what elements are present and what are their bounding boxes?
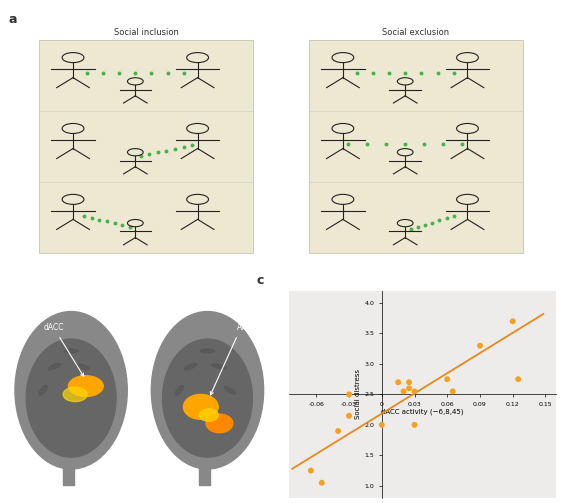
Polygon shape	[63, 457, 74, 485]
Point	[448, 387, 457, 395]
Ellipse shape	[200, 409, 218, 422]
Ellipse shape	[206, 414, 233, 433]
Ellipse shape	[69, 376, 103, 396]
Point	[399, 387, 408, 395]
Bar	[309, 40, 523, 253]
Ellipse shape	[175, 385, 184, 395]
Ellipse shape	[63, 387, 87, 402]
Ellipse shape	[48, 364, 61, 370]
Polygon shape	[199, 457, 210, 485]
Ellipse shape	[151, 311, 264, 469]
Bar	[39, 40, 253, 253]
Y-axis label: Social distress: Social distress	[356, 369, 361, 420]
Ellipse shape	[184, 364, 197, 370]
Point	[405, 378, 414, 386]
Ellipse shape	[88, 386, 99, 394]
Ellipse shape	[39, 385, 47, 395]
Ellipse shape	[76, 364, 89, 369]
Ellipse shape	[64, 349, 78, 353]
Text: c: c	[257, 274, 264, 287]
Point	[443, 375, 452, 383]
X-axis label: dACC activity (−6,8,45): dACC activity (−6,8,45)	[382, 408, 464, 415]
Point	[345, 411, 353, 420]
Text: a: a	[8, 13, 17, 26]
Point	[334, 427, 343, 435]
Text: dACC: dACC	[43, 323, 84, 376]
Ellipse shape	[15, 311, 127, 469]
Ellipse shape	[26, 339, 116, 457]
Text: AI: AI	[210, 323, 244, 395]
Point	[514, 375, 523, 383]
Ellipse shape	[212, 364, 225, 369]
Ellipse shape	[201, 349, 215, 353]
Point	[377, 421, 386, 429]
Point	[393, 378, 402, 386]
Ellipse shape	[162, 339, 252, 457]
Ellipse shape	[183, 394, 218, 420]
Text: Social inclusion: Social inclusion	[114, 28, 179, 37]
Point	[318, 479, 327, 487]
Point	[306, 466, 315, 474]
Point	[345, 390, 353, 398]
Point	[410, 421, 419, 429]
Text: Social exclusion: Social exclusion	[382, 28, 450, 37]
Point	[410, 387, 419, 395]
Point	[508, 317, 517, 325]
Point	[475, 342, 484, 350]
Ellipse shape	[224, 386, 235, 394]
Point	[405, 384, 414, 392]
